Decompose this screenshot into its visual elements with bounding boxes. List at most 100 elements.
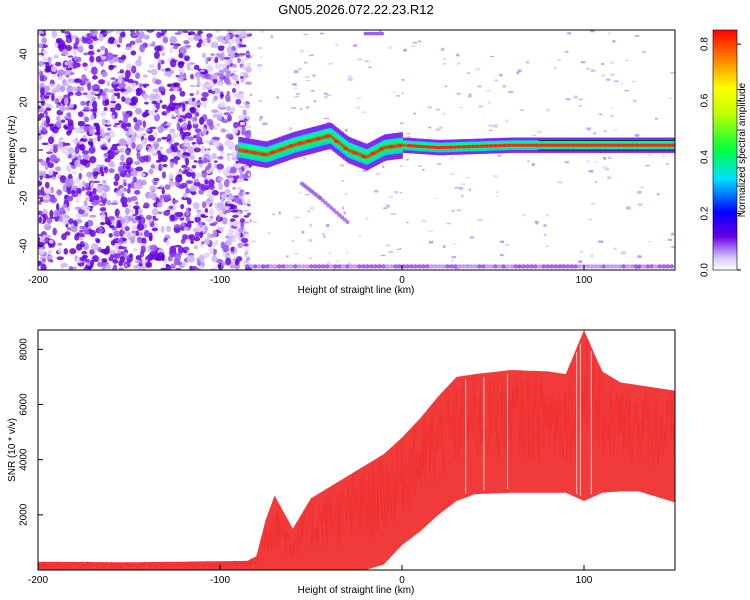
colorbar-tick-label: 0.6 [700, 93, 711, 107]
heatmap-cell [641, 50, 646, 54]
heatmap-cell [567, 32, 571, 35]
heatmap-cell [179, 90, 186, 97]
heatmap-cell [488, 101, 491, 104]
heatmap-cell [513, 264, 518, 269]
heatmap-cell [163, 194, 170, 202]
heatmap-cell [131, 65, 137, 74]
heatmap-cell [100, 110, 107, 118]
heatmap-cell [233, 121, 239, 129]
heatmap-cell [89, 214, 97, 218]
heatmap-cell [95, 238, 101, 244]
heatmap-cell [557, 264, 563, 269]
heatmap-cell [54, 166, 62, 172]
heatmap-cell [44, 188, 52, 195]
heatmap-cell [418, 165, 422, 167]
heatmap-cell [377, 264, 382, 269]
heatmap-cell [173, 224, 181, 228]
heatmap-cell [171, 102, 178, 106]
heatmap-cell [245, 66, 252, 73]
heatmap-cell [298, 68, 302, 70]
heatmap-cell [516, 143, 521, 147]
heatmap-cell [223, 56, 231, 60]
heatmap-cell [347, 78, 353, 81]
heatmap-cell [242, 109, 247, 116]
heatmap-cell [128, 102, 137, 106]
heatmap-cell [89, 124, 93, 133]
heatmap-cell [226, 90, 230, 96]
heatmap-cell [190, 265, 198, 270]
heatmap-cell [38, 260, 42, 266]
heatmap-cell [671, 246, 675, 248]
heatmap-cell [128, 127, 134, 135]
heatmap-cell [152, 181, 158, 186]
heatmap-cell [127, 197, 133, 203]
heatmap-cell [225, 133, 234, 138]
heatmap-cell [220, 227, 224, 233]
heatmap-cell [103, 152, 110, 157]
heatmap-cell [206, 190, 212, 198]
heatmap-cell [429, 264, 434, 269]
heatmap-cell [603, 130, 607, 132]
heatmap-cell [135, 166, 144, 172]
heatmap-cell [343, 146, 348, 151]
heatmap-cell [55, 104, 61, 109]
heatmap-cell [637, 203, 643, 206]
heatmap-cell [85, 160, 91, 163]
heatmap-cell [216, 163, 224, 170]
heatmap-cell [308, 239, 313, 242]
heatmap-cell [426, 137, 432, 139]
heatmap-cell [367, 148, 371, 164]
heatmap-cell [156, 137, 162, 142]
heatmap-cell [75, 37, 80, 45]
heatmap-cell [401, 92, 404, 94]
heatmap-cell [577, 264, 583, 269]
heatmap-cell [124, 207, 130, 215]
heatmap-cell [617, 264, 623, 269]
heatmap-cell [59, 175, 67, 183]
heatmap-cell [532, 134, 537, 137]
heatmap-cell [289, 127, 293, 131]
heatmap-cell [616, 143, 621, 147]
heatmap-cell [205, 56, 209, 65]
heatmap-cell [159, 185, 164, 189]
heatmap-cell [529, 264, 534, 269]
snr-y-label: SNR (10 * v/v) [7, 418, 18, 482]
heatmap-cell [237, 114, 246, 121]
heatmap-cell [375, 172, 381, 176]
heatmap-cell [235, 160, 239, 164]
heatmap-cell [138, 156, 146, 163]
heatmap-cell [145, 214, 153, 221]
heatmap-cell [72, 171, 77, 175]
heatmap-cell [199, 221, 203, 229]
heatmap-cell [87, 82, 91, 91]
heatmap-cell [358, 235, 362, 237]
heatmap-cell [657, 264, 663, 269]
heatmap-cell [609, 264, 615, 269]
heatmap-cell [200, 97, 208, 102]
heatmap-cell [490, 55, 495, 57]
heatmap-cell [148, 168, 154, 175]
heatmap-cell [182, 72, 187, 80]
heatmap-cell [469, 264, 474, 269]
heatmap-cell [85, 197, 91, 201]
heatmap-cell [182, 233, 188, 241]
heatmap-cell [451, 256, 457, 259]
heatmap-cell [629, 143, 635, 147]
heatmap-cell [219, 40, 227, 44]
heatmap-cell [48, 239, 54, 244]
heatmap-cell [337, 212, 342, 217]
heatmap-cell [42, 49, 48, 55]
heatmap-cell [637, 190, 642, 194]
heatmap-cell [101, 192, 107, 199]
heatmap-cell [232, 214, 239, 219]
heatmap-cell [57, 141, 63, 150]
heatmap-cell [137, 31, 145, 39]
heatmap-cell [566, 143, 571, 147]
heatmap-cell [214, 42, 218, 49]
heatmap-cell [130, 104, 138, 109]
heatmap-cell [609, 61, 615, 64]
heatmap-cell [113, 181, 119, 186]
heatmap-cell [620, 251, 626, 255]
heatmap-cell [557, 58, 561, 61]
heatmap-cell [321, 233, 326, 236]
